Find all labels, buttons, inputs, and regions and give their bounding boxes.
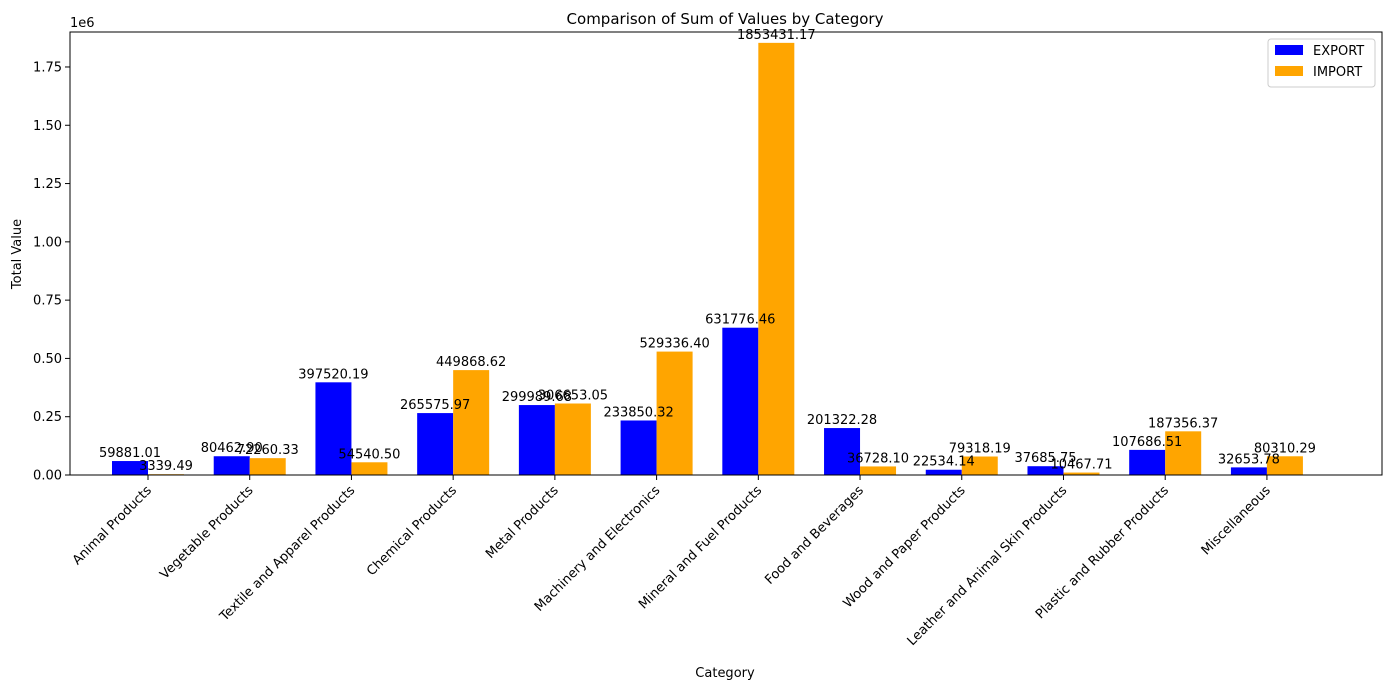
y-axis: 0.00 0.25 0.50 0.75 1.00 1.25 1.50 1.75	[33, 60, 70, 484]
bar-export-plastic-and-rubber-products	[1129, 449, 1166, 475]
bar-value-label: 265575.97	[400, 398, 470, 413]
bar-import-chemical-products	[453, 370, 490, 475]
bar-value-label: 187356.37	[1148, 416, 1218, 431]
bar-value-label: 79318.19	[949, 442, 1011, 457]
bar-value-label: 107686.51	[1112, 435, 1182, 450]
x-tick-label: Animal Products	[70, 483, 155, 568]
bar-export-food-and-beverages	[824, 428, 861, 475]
chart-title: Comparison of Sum of Values by Category	[567, 10, 884, 28]
bar-import-leather-and-animal-skin-products	[1063, 472, 1100, 475]
bar-export-vegetable-products	[213, 456, 250, 475]
bar-value-label: 397520.19	[298, 367, 368, 382]
x-tick-label: Leather and Animal Skin Products	[905, 483, 1071, 649]
y-axis-label: Total Value	[10, 219, 25, 290]
bar-import-mineral-and-fuel-products	[758, 42, 795, 476]
x-tick-label: Food and Beverages	[762, 483, 867, 588]
bar-value-label: 59881.01	[99, 446, 161, 461]
legend: EXPORT IMPORT	[1267, 38, 1376, 88]
y-tick-label: 0.75	[33, 294, 62, 309]
y-tick-label: 0.25	[33, 410, 62, 425]
bar-export-metal-products	[518, 405, 555, 475]
x-tick-label: Metal Products	[483, 483, 562, 562]
legend-label-import: IMPORT	[1313, 65, 1362, 80]
bar-value-label: 72260.33	[237, 443, 299, 458]
bar-export-wood-and-paper-products	[925, 469, 962, 475]
bars-layer	[112, 42, 1303, 476]
y-tick-label: 1.00	[33, 235, 62, 250]
bar-value-label: 32653.78	[1218, 452, 1280, 467]
legend-swatch-export	[1275, 45, 1303, 55]
bar-labels-layer: 59881.01 80462.90 397520.19 265575.97 299989…	[99, 28, 1316, 474]
legend-swatch-import	[1275, 66, 1303, 76]
bar-value-label: 201322.28	[807, 413, 877, 428]
x-axis: Animal Products Vegetable ProductsTextile…	[70, 475, 1274, 649]
y-tick-label: 0.50	[33, 352, 62, 367]
bar-value-label: 36728.10	[847, 451, 909, 466]
bar-import-plastic-and-rubber-products	[1165, 431, 1202, 475]
bar-value-label: 54540.50	[338, 447, 400, 462]
bar-value-label: 299989.68	[502, 390, 572, 405]
bar-import-wood-and-paper-products	[961, 456, 998, 475]
bar-value-label: 449868.62	[436, 355, 506, 370]
legend-label-export: EXPORT	[1313, 44, 1364, 59]
y-tick-label: 1.50	[33, 119, 62, 134]
bar-import-vegetable-products	[249, 458, 286, 475]
y-scale-label: 1e6	[70, 16, 95, 31]
x-tick-label: Miscellaneous	[1199, 483, 1274, 558]
bar-export-machinery-and-electronics	[620, 420, 657, 475]
y-tick-label: 1.25	[33, 177, 62, 192]
bar-export-animal-products	[112, 461, 148, 475]
bar-value-label: 80462.90	[201, 441, 263, 456]
bar-value-label: 3339.49	[139, 459, 193, 474]
bar-export-chemical-products	[417, 413, 454, 475]
y-tick-label: 0.00	[33, 469, 62, 484]
x-tick-label: Chemical Products	[364, 483, 460, 579]
bar-value-label: 631776.46	[705, 313, 775, 328]
bar-import-textile-and-apparel-products	[351, 462, 388, 475]
bar-value-label: 22534.14	[913, 455, 975, 470]
x-tick-label: Vegetable Products	[157, 483, 256, 582]
bar-value-label: 306653.05	[538, 389, 608, 404]
x-axis-label: Category	[695, 666, 755, 681]
plot-frame	[69, 31, 1383, 476]
bar-value-label: 1853431.17	[737, 28, 816, 43]
bar-export-mineral-and-fuel-products	[722, 327, 759, 475]
x-tick-label: Mineral and Fuel Products	[636, 483, 765, 612]
bar-value-label: 37685.75	[1014, 451, 1076, 466]
bar-import-machinery-and-electronics	[656, 351, 693, 475]
bar-value-label: 10467.71	[1050, 458, 1112, 473]
bar-import-miscellaneous	[1266, 456, 1303, 475]
bar-value-label: 529336.40	[639, 337, 709, 352]
bar-export-leather-and-animal-skin-products	[1027, 466, 1064, 475]
y-tick-label: 1.75	[33, 60, 62, 75]
bar-value-label: 80310.29	[1254, 441, 1316, 456]
bar-export-textile-and-apparel-products	[315, 382, 352, 475]
bar-import-metal-products	[554, 403, 591, 475]
bar-export-miscellaneous	[1230, 467, 1267, 475]
bar-value-label: 233850.32	[603, 405, 673, 420]
bar-import-food-and-beverages	[860, 466, 897, 475]
